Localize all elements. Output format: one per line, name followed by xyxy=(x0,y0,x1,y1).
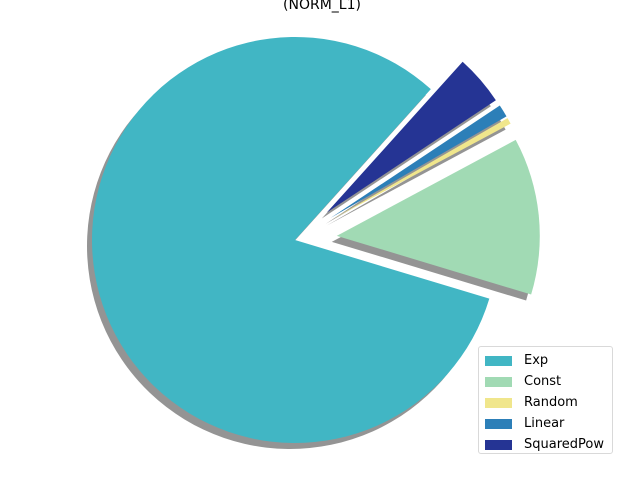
legend-item-squaredpow: SquaredPow xyxy=(485,434,612,455)
slice-linear xyxy=(330,105,507,218)
slice-const xyxy=(336,139,540,295)
legend: Exp Const Random Linear SquaredPow xyxy=(478,346,613,454)
pie-slices xyxy=(92,36,540,443)
legend-item-const: Const xyxy=(485,371,612,392)
legend-item-linear: Linear xyxy=(485,413,612,434)
legend-label: Exp xyxy=(524,353,549,368)
legend-label: SquaredPow xyxy=(524,437,604,452)
legend-swatch xyxy=(485,355,512,366)
legend-item-random: Random xyxy=(485,392,612,413)
slice-random xyxy=(331,118,511,220)
legend-swatch xyxy=(485,376,512,387)
legend-label: Const xyxy=(524,374,562,389)
chart-title: (NORM_L1) xyxy=(283,0,361,13)
legend-swatch xyxy=(485,439,512,450)
legend-label: Random xyxy=(524,395,578,410)
legend-swatch xyxy=(485,397,512,408)
legend-label: Linear xyxy=(524,416,565,431)
legend-swatch xyxy=(485,418,512,429)
slice-squaredpow xyxy=(326,61,496,213)
slice-exp xyxy=(92,36,490,443)
legend-item-exp: Exp xyxy=(485,350,612,371)
